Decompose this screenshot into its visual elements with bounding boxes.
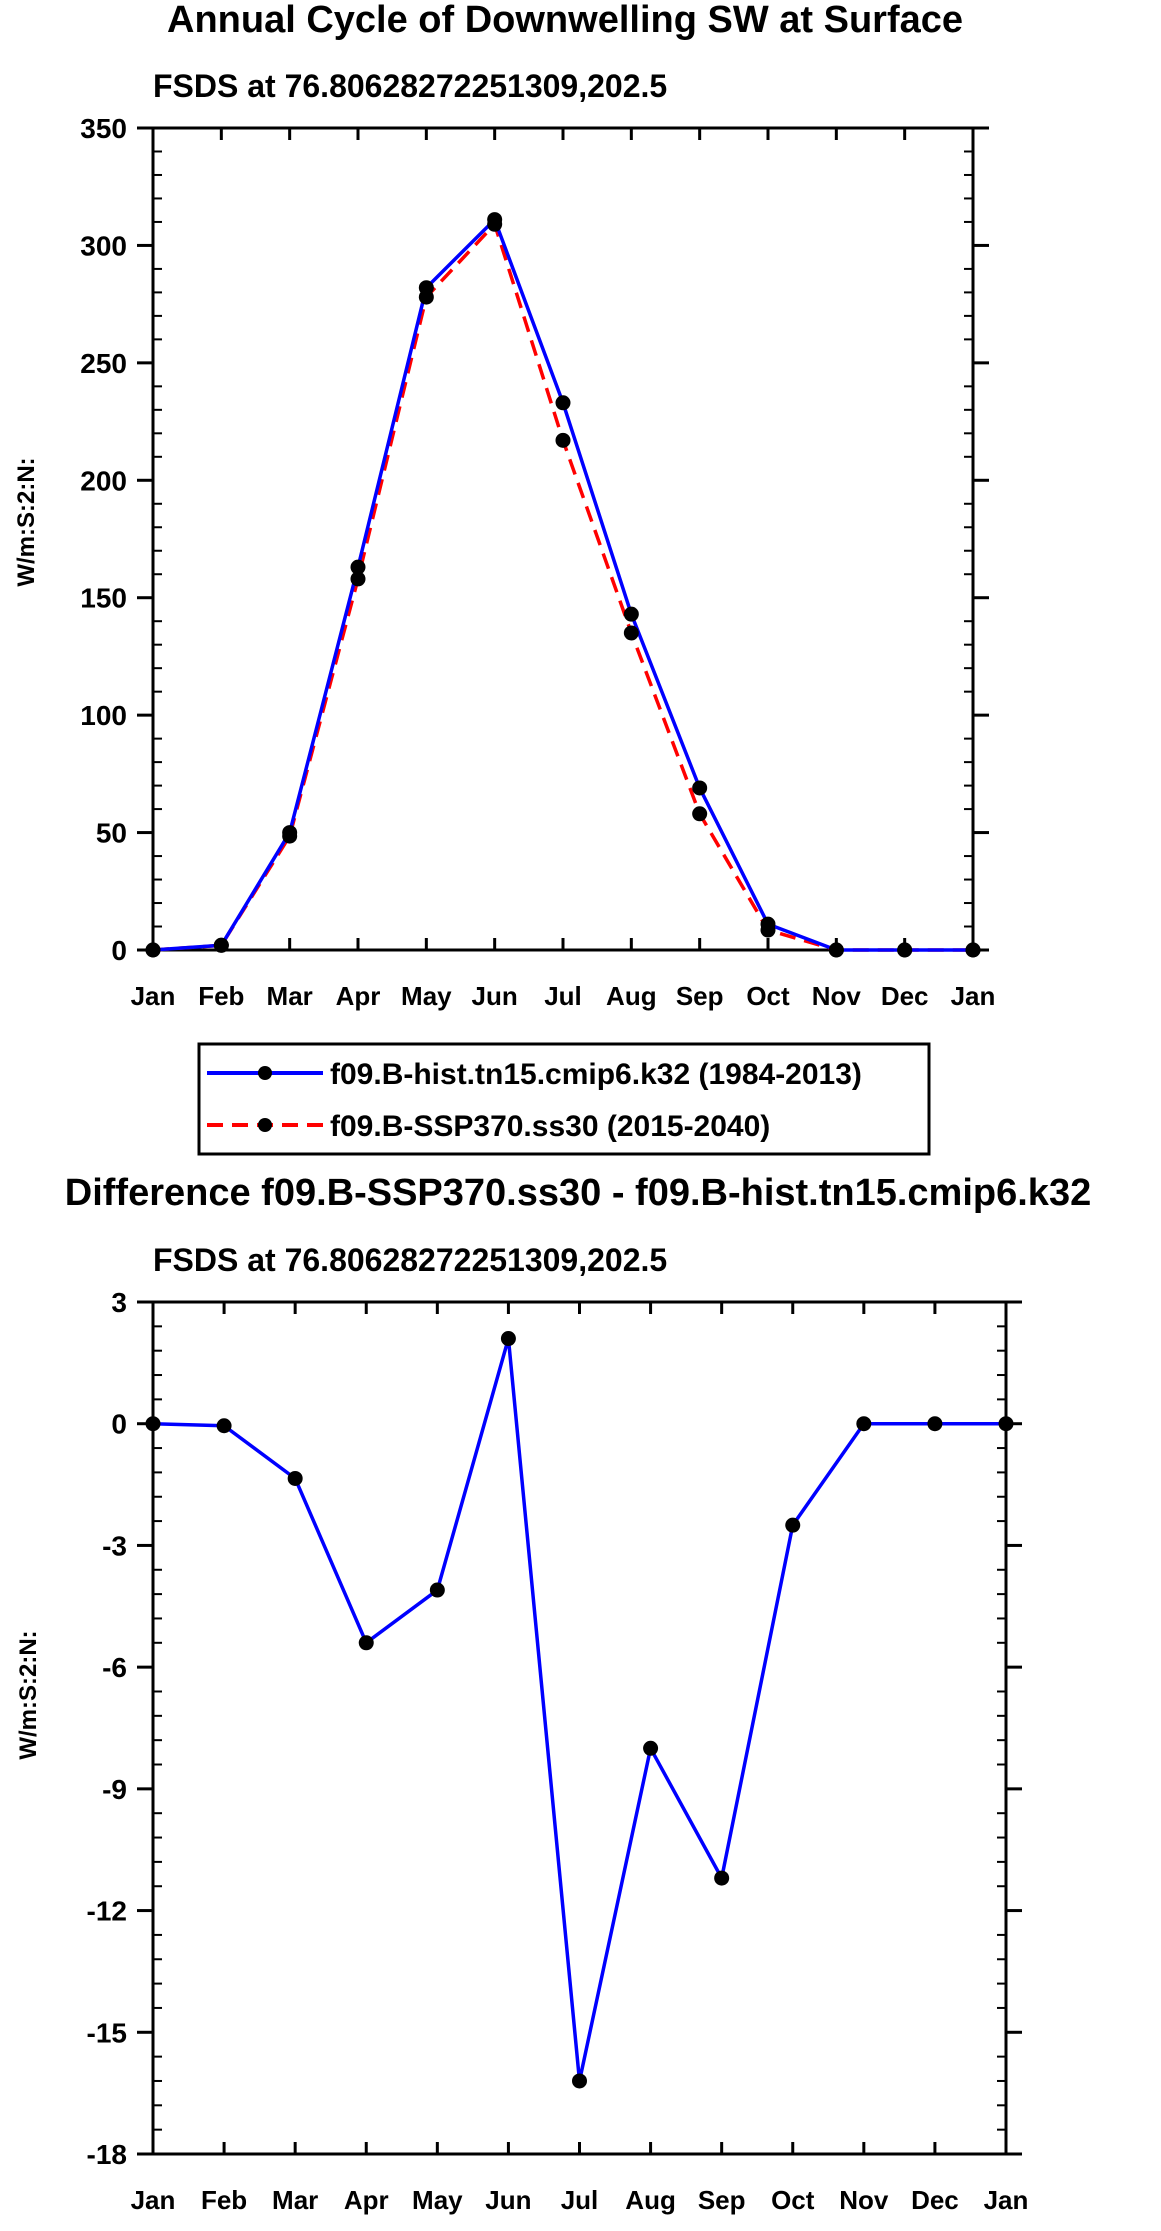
top-chart-series-1-point (350, 559, 366, 575)
top-chart-y-tick-label: 350 (80, 113, 127, 144)
bottom-chart-x-tick-label: Nov (839, 2185, 889, 2215)
bottom-chart-y-tick-label: -9 (102, 1774, 127, 1805)
top-chart-series-2-point (213, 937, 229, 953)
top-chart-series-1-point (623, 606, 639, 622)
top-chart-series-2-point (692, 806, 708, 822)
top-chart-y-tick-label: 200 (80, 465, 127, 496)
top-chart-series-2-point (487, 216, 503, 232)
bottom-chart-series-1-point (145, 1416, 161, 1432)
top-chart-x-tick-label: Dec (881, 981, 929, 1011)
legend-ssp-marker (258, 1118, 272, 1132)
bottom-chart-series-1-point (714, 1870, 730, 1886)
top-chart-series-2-point (145, 942, 161, 958)
top-chart-series-1-point (555, 395, 571, 411)
top-chart-series-2-point (760, 922, 776, 938)
top-chart-series-2-point (282, 828, 298, 844)
bottom-chart-y-tick-label: 3 (111, 1287, 127, 1318)
top-chart-series-2-point (555, 432, 571, 448)
top-chart-x-tick-label: Jan (131, 981, 176, 1011)
bottom-chart-x-tick-label: Oct (771, 2185, 815, 2215)
top-chart-series-2-line (152, 222, 973, 952)
bottom-chart-series-1-line (152, 1336, 1006, 2083)
bottom-chart-series-1-point (998, 1416, 1014, 1432)
top-chart-series-2-point (897, 942, 913, 958)
bottom-chart-y-tick-label: -12 (87, 1896, 127, 1927)
bottom-chart-y-label: W/m:S:2:N: (15, 1630, 42, 1759)
legend-box (197, 1042, 931, 1156)
bottom-chart-series-1-point (643, 1740, 659, 1756)
top-chart-x-tick-label: Apr (336, 981, 381, 1011)
legend-ssp-label: f09.B-SSP370.ss30 (2015-2040) (330, 1110, 770, 1143)
legend-hist-marker (258, 1066, 272, 1080)
bottom-chart-y-tick-label: -6 (102, 1652, 127, 1683)
top-chart-y-tick-label: 50 (96, 818, 127, 849)
bottom-chart-x-tick-label: Mar (272, 2185, 318, 2215)
top-chart-x-tick-label: Jan (951, 981, 996, 1011)
top-chart-series-2-point (623, 625, 639, 641)
bottom-chart-x-tick-label: Aug (625, 2185, 676, 2215)
top-chart-subtitle: FSDS at 76.80628272251309,202.5 (153, 68, 667, 104)
top-chart-x-tick-label: Jul (544, 981, 582, 1011)
bottom-chart-y-tick-label: 0 (111, 1409, 127, 1440)
top-chart-legend: f09.B-hist.tn15.cmip6.k32 (1984-2013) f0… (197, 1042, 931, 1156)
bottom-chart-y-tick-label: -18 (87, 2139, 127, 2170)
top-chart-series-2-point (350, 571, 366, 587)
bottom-chart-title: Difference f09.B-SSP370.ss30 - f09.B-his… (65, 1172, 1091, 1214)
top-chart-x-tick-label: Sep (676, 981, 724, 1011)
top-chart-y-label: W/m:S:2:N: (13, 457, 40, 586)
top-chart-x-tick-label: Mar (267, 981, 313, 1011)
bottom-chart-series-1-point (216, 1418, 232, 1434)
bottom-chart-x-tick-label: Apr (344, 2185, 389, 2215)
bottom-chart-x-tick-label: Dec (911, 2185, 959, 2215)
bottom-chart-plot-frame (151, 1300, 1008, 2156)
bottom-chart-series-1-point (572, 2073, 587, 2089)
bottom-chart-x-tick-label: May (412, 2185, 463, 2215)
top-chart-y-tick-label: 100 (80, 700, 127, 731)
top-chart-y-tick-label: 300 (80, 230, 127, 261)
bottom-chart-series-1-point (500, 1331, 516, 1347)
bottom-chart-series-1-point (287, 1470, 303, 1486)
top-chart-series-2-point (965, 942, 981, 958)
bottom-chart-x-tick-label: Jan (984, 2185, 1029, 2215)
top-chart-plot-frame (151, 126, 975, 952)
top-chart-plot: Jan Feb Mar Apr May Jun Jul Aug Sep Oct Nov Dec Jan0… (80, 113, 995, 1011)
top-chart-x-tick-label: May (401, 981, 452, 1011)
bottom-chart-series-1-point (927, 1416, 943, 1432)
top-chart-x-tick-label: Nov (812, 981, 862, 1011)
top-chart-title: Annual Cycle of Downwelling SW at Surfac… (167, 0, 963, 41)
bottom-chart-x-tick-label: Sep (698, 2185, 746, 2215)
top-chart-series-2-point (418, 289, 434, 305)
top-chart-y-tick-label: 250 (80, 348, 127, 379)
top-chart-series-2-point (828, 942, 844, 958)
top-chart-x-tick-label: Aug (606, 981, 657, 1011)
legend-hist-label: f09.B-hist.tn15.cmip6.k32 (1984-2013) (330, 1058, 862, 1091)
bottom-chart-x-tick-label: Jul (561, 2185, 599, 2215)
bottom-chart-x-tick-label: Jan (131, 2185, 176, 2215)
bottom-chart-series-1-point (429, 1582, 445, 1598)
bottom-chart-y-tick-label: -3 (102, 1530, 127, 1561)
bottom-chart-y-tick-label: -15 (87, 2017, 127, 2048)
top-chart-x-tick-label: Feb (198, 981, 244, 1011)
bottom-chart-x-tick-label: Feb (201, 2185, 247, 2215)
bottom-chart-subtitle: FSDS at 76.80628272251309,202.5 (153, 1242, 667, 1278)
top-chart-x-tick-label: Oct (746, 981, 790, 1011)
top-chart-series-1-line (152, 217, 973, 952)
bottom-chart-series-1-point (358, 1635, 374, 1651)
bottom-chart-series-1-point (856, 1416, 872, 1432)
bottom-chart-x-tick-label: Jun (485, 2185, 531, 2215)
top-chart-x-tick-label: Jun (472, 981, 518, 1011)
bottom-chart-plot: Jan Feb Mar Apr May Jun Jul Aug Sep Oct Nov Dec Jan-… (87, 1287, 1029, 2215)
top-chart-y-tick-label: 0 (111, 935, 127, 966)
top-chart-y-tick-label: 150 (80, 583, 127, 614)
bottom-chart-series-1-point (785, 1517, 801, 1533)
top-chart-series-1-point (692, 780, 708, 796)
